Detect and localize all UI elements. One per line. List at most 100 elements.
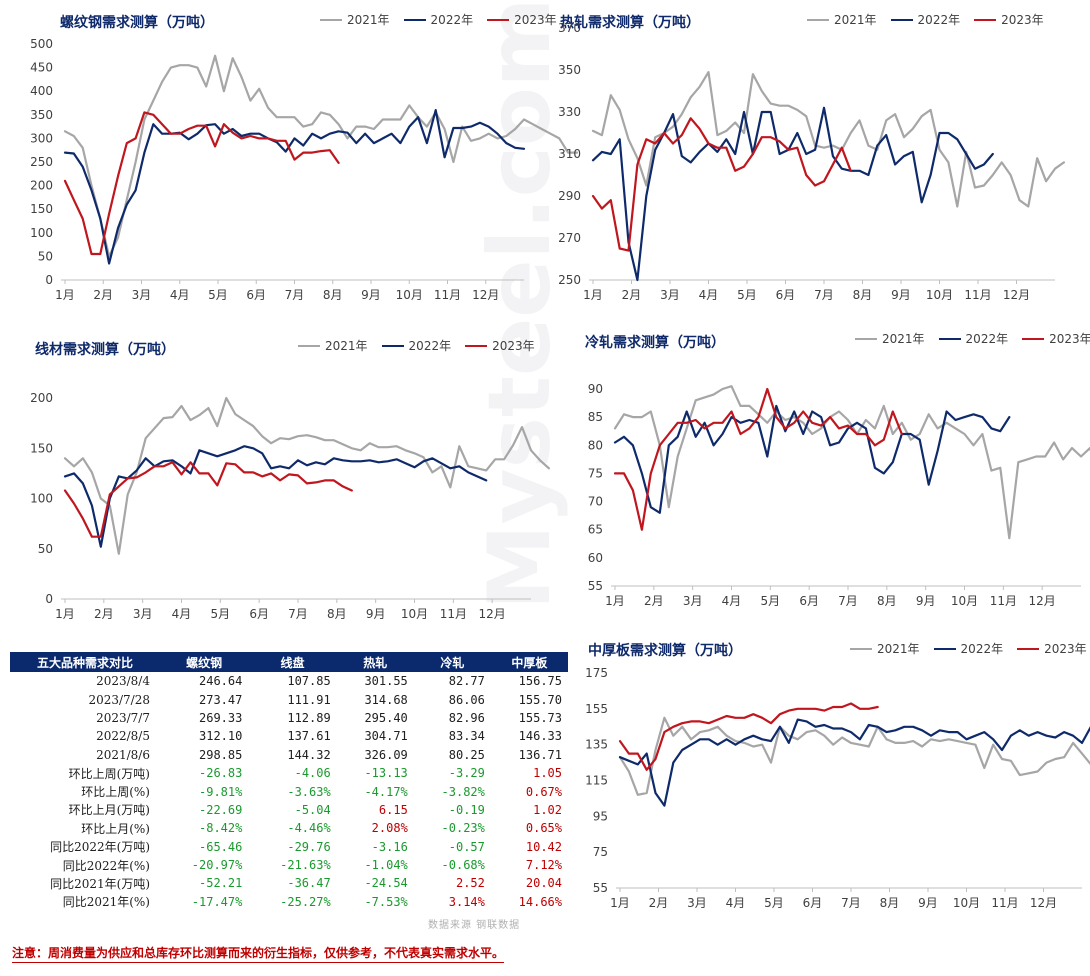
y-tick-label: 65 — [588, 523, 603, 537]
x-tick-label: 9月 — [891, 288, 911, 302]
y-tick-label: 350 — [558, 63, 581, 77]
table-header-cell: 热轧 — [336, 652, 414, 672]
y-tick-label: 150 — [30, 202, 53, 216]
row-label: 环比上月(万吨) — [68, 803, 150, 818]
legend-swatch — [850, 647, 872, 650]
legend-label: 2022年 — [960, 642, 1004, 656]
legend-swatch — [487, 18, 510, 21]
x-tick-label: 9月 — [361, 288, 381, 302]
table-row: 环比上周(万吨) -26.83 -4.06 -13.13 -3.29 1.05 — [10, 764, 568, 782]
table-cell: -13.13 — [364, 766, 408, 781]
table-row: 同比2022年(%) -20.97% -21.63% -1.04% -0.68% 7.12… — [10, 856, 568, 874]
x-tick-label: 7月 — [838, 594, 858, 608]
table-cell: -26.83 — [199, 766, 243, 781]
legend-swatch — [465, 344, 488, 347]
x-tick-label: 4月 — [172, 607, 192, 621]
legend-label: 2023年 — [492, 339, 535, 353]
table-row: 2023/8/4 246.64 107.85 301.55 82.77 156.75 — [10, 672, 568, 690]
legend-label: 2021年 — [325, 339, 368, 353]
table-cell: 1.05 — [533, 766, 562, 781]
table-cell: 0.65% — [525, 821, 562, 836]
y-tick-label: 0 — [45, 592, 53, 606]
table-header-cell: 线盘 — [248, 652, 337, 672]
legend-swatch — [1017, 647, 1040, 650]
table-cell: 136.71 — [518, 747, 562, 762]
x-tick-label: 10月 — [401, 607, 428, 621]
table-cell: -0.23% — [441, 821, 485, 836]
x-tick-label: 11月 — [434, 288, 461, 302]
table-cell: -17.47% — [191, 894, 243, 909]
row-label: 2022/8/5 — [96, 729, 150, 744]
x-tick-label: 3月 — [687, 896, 707, 910]
table-cell: -9.81% — [199, 784, 243, 799]
y-tick-label: 250 — [30, 155, 53, 169]
x-tick-label: 4月 — [726, 896, 746, 910]
table-cell: -4.06 — [294, 766, 331, 781]
comparison-table-panel: 五大品种需求对比 螺纹钢 线盘 热轧 冷轧 中厚板 2023/8/4 246.64 107.8… — [10, 652, 568, 911]
table-header-label: 五大品种需求对比 — [10, 652, 160, 672]
x-tick-label: 2月 — [622, 288, 642, 302]
row-label: 2023/7/28 — [88, 692, 150, 707]
chart-plot: 0 50 100 150 200 250 300 350 400 450 500 1月 2月 3月 4月 5月… — [30, 37, 579, 302]
series-line-2022 — [618, 718, 1090, 807]
table-row: 2021/8/6 298.85 144.32 326.09 80.25 136.71 — [10, 746, 568, 764]
chart-title: 热轧需求测算（万吨） — [560, 15, 700, 31]
table-cell: -3.63% — [287, 784, 331, 799]
x-tick-label: 6月 — [803, 896, 823, 910]
chart-legend: 2021年 2022年 2023年 — [850, 640, 1087, 657]
table-cell: -4.17% — [364, 784, 408, 799]
x-tick-label: 7月 — [841, 896, 861, 910]
x-tick-label: 7月 — [285, 288, 305, 302]
legend-label: 2021年 — [882, 332, 925, 346]
legend-swatch — [890, 18, 913, 21]
legend-label: 2022年 — [965, 332, 1009, 346]
legend-item-2021: 2021年 — [320, 11, 390, 28]
legend-item-2022: 2022年 — [890, 11, 960, 28]
table-cell: 20.04 — [525, 876, 562, 891]
legend-item-2023: 2023年 — [1017, 640, 1087, 657]
x-tick-label: 6月 — [799, 594, 819, 608]
legend-item-2022: 2022年 — [381, 337, 451, 354]
chart-legend: 2021年 2022年 2023年 — [298, 337, 535, 354]
row-label: 同比2021年(%) — [62, 895, 150, 910]
comparison-table: 五大品种需求对比 螺纹钢 线盘 热轧 冷轧 中厚板 2023/8/4 246.64 107.8… — [10, 652, 568, 911]
x-tick-label: 5月 — [211, 607, 231, 621]
chart-title: 线材需求测算（万吨） — [35, 342, 175, 358]
y-tick-label: 100 — [30, 226, 53, 240]
table-cell: -3.29 — [448, 766, 485, 781]
footnote: 注意：周消费量为供应和总库存环比测算而来的衍生指标，仅供参考，不代表真实需求水平… — [12, 944, 505, 963]
x-tick-label: 8月 — [880, 896, 900, 910]
table-row: 同比2021年(万吨) -52.21 -36.47 -24.54 2.52 20.04 — [10, 874, 568, 892]
table-cell: 269.33 — [199, 710, 243, 725]
legend-swatch — [298, 344, 320, 347]
y-tick-label: 450 — [30, 61, 53, 75]
y-tick-label: 0 — [45, 273, 53, 287]
table-row: 2023/7/28 273.47 111.91 314.68 86.06 155.70 — [10, 690, 568, 708]
x-tick-label: 12月 — [1003, 288, 1030, 302]
table-cell: 2.08% — [371, 821, 408, 836]
table-cell: -22.69 — [199, 802, 243, 817]
y-tick-label: 400 — [30, 84, 53, 98]
legend-label: 2023年 — [514, 13, 557, 27]
table-row: 环比上月(万吨) -22.69 -5.04 6.15 -0.19 1.02 — [10, 801, 568, 819]
x-tick-label: 1月 — [583, 288, 603, 302]
x-tick-label: 6月 — [246, 288, 266, 302]
table-cell: -20.97% — [191, 858, 243, 873]
row-label: 环比上周(%) — [81, 785, 150, 800]
series-line-2022 — [63, 445, 488, 548]
table-cell: 156.75 — [518, 674, 562, 689]
row-label: 同比2022年(%) — [62, 858, 150, 873]
x-tick-label: 8月 — [323, 288, 343, 302]
y-tick-label: 250 — [558, 273, 581, 287]
y-tick-label: 55 — [588, 579, 603, 593]
x-tick-label: 10月 — [951, 594, 978, 608]
table-cell: 107.85 — [287, 674, 331, 689]
table-cell: 144.32 — [287, 747, 331, 762]
series-line-2021 — [63, 396, 551, 555]
row-label: 2023/7/7 — [96, 710, 150, 725]
y-tick-label: 55 — [593, 881, 608, 895]
table-row: 同比2022年(万吨) -65.46 -29.76 -3.16 -0.57 10.42 — [10, 838, 568, 856]
legend-item-2021: 2021年 — [298, 337, 368, 354]
y-tick-label: 310 — [558, 147, 581, 161]
table-cell: -3.82% — [441, 784, 485, 799]
